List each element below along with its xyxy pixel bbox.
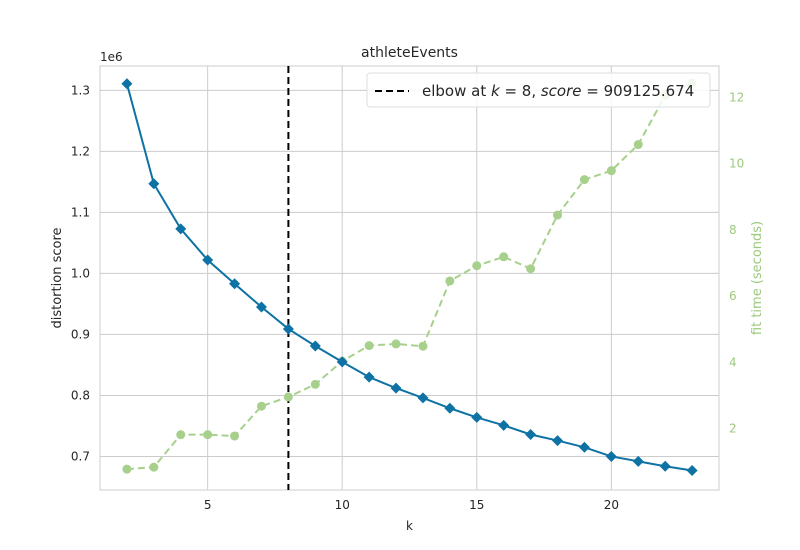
fit-time-marker (283, 392, 293, 402)
distortion-marker (525, 428, 537, 440)
distortion-marker (444, 402, 456, 414)
distortion-marker (148, 178, 160, 190)
y2-tick-label: 10 (729, 157, 744, 171)
distortion-marker (632, 455, 644, 467)
x-tick-label: 10 (335, 498, 350, 512)
distortion-marker (363, 371, 375, 383)
legend-k-symbol: k (491, 82, 501, 100)
distortion-marker (471, 411, 483, 423)
y-offset-label: 1e6 (100, 50, 123, 64)
x-axis-label: k (406, 519, 413, 533)
distortion-marker (202, 254, 214, 266)
fit-time-marker (472, 261, 482, 271)
x-tick-label: 5 (204, 498, 212, 512)
distortion-marker (605, 450, 617, 462)
x-tick-label: 20 (604, 498, 619, 512)
distortion-marker (309, 340, 321, 352)
fit-time-marker (499, 252, 509, 262)
legend-score-value: = 909125.674 (582, 82, 695, 100)
legend-prefix: elbow at (422, 82, 491, 100)
distortion-marker (121, 78, 133, 90)
legend-score-symbol: score (541, 82, 582, 100)
distortion-line (125, 83, 693, 472)
distortion-marker (175, 223, 187, 235)
legend-label: elbow at k = 8, score = 909125.674 (422, 82, 694, 100)
y-tick-label: 1.0 (71, 266, 90, 280)
fit-time-marker (391, 339, 401, 349)
fit-time-marker (176, 430, 186, 440)
fit-time-marker (606, 166, 616, 176)
x-tick-label: 15 (469, 498, 484, 512)
y-tick-label: 0.9 (71, 327, 90, 341)
grid (100, 66, 719, 490)
series-layer (121, 78, 698, 476)
fit-time-marker (579, 175, 589, 185)
distortion-marker (659, 460, 671, 472)
y2-tick-label: 6 (729, 289, 737, 303)
y2-axis-label: fit time (seconds) (750, 221, 765, 335)
distortion-marker (552, 435, 564, 447)
y-tick-label: 0.7 (71, 449, 90, 463)
fit-time-marker (633, 140, 643, 150)
chart-title: athleteEvents (361, 45, 458, 61)
fit-time-marker (526, 264, 536, 274)
legend: elbow at k = 8, score = 909125.674 (366, 72, 711, 108)
distortion-marker (498, 419, 510, 431)
y-tick-label: 1.2 (71, 144, 90, 158)
distortion-marker (255, 301, 267, 313)
y-axis-label: distortion score (50, 228, 65, 329)
fit-time-line (126, 81, 693, 471)
y2-tick-label: 4 (729, 355, 737, 369)
distortion-marker (417, 392, 429, 404)
plot-background (100, 66, 719, 490)
fit-time-marker (553, 210, 563, 220)
legend-box (366, 72, 711, 108)
fit-time-marker (364, 341, 374, 351)
y2-tick-label: 8 (729, 223, 737, 237)
distortion-marker (229, 278, 241, 290)
fit-time-marker (310, 379, 320, 389)
distortion-marker (336, 356, 348, 368)
tick-labels: 5 10 15 20 0.7 0.8 0.9 1.0 1.1 1.2 1.3 2 4 6 8 10 12 (71, 83, 744, 512)
y2-tick-label: 2 (729, 422, 737, 436)
fit-time-marker (149, 462, 159, 472)
y-tick-label: 0.8 (71, 388, 90, 402)
fit-time-marker (445, 276, 455, 286)
fit-time-marker (418, 341, 428, 351)
fit-time-marker (256, 401, 266, 411)
distortion-marker (390, 382, 402, 394)
distortion-marker (686, 464, 698, 476)
distortion-marker (282, 323, 294, 335)
fit-time-marker (230, 431, 240, 441)
distortion-marker (578, 441, 590, 453)
y2-tick-label: 12 (729, 90, 744, 104)
legend-k-value: = 8, (500, 82, 541, 100)
fit-time-marker (122, 464, 132, 474)
y-tick-label: 1.1 (71, 205, 90, 219)
fit-time-marker (203, 430, 213, 440)
y-tick-label: 1.3 (71, 83, 90, 97)
plot-frame (99, 65, 720, 491)
